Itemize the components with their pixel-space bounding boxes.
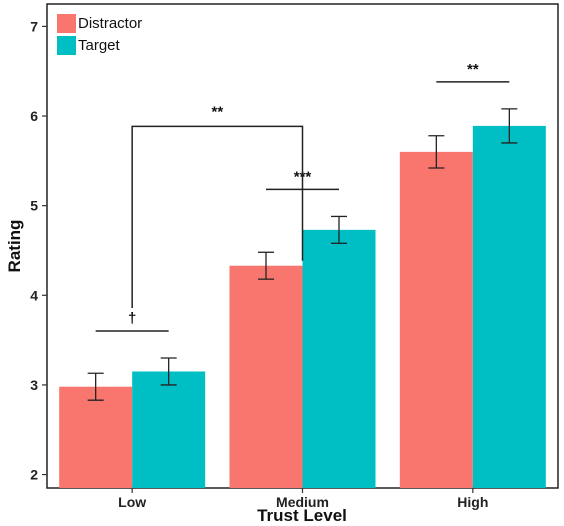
- x-axis: Low Medium High: [118, 488, 488, 510]
- y-axis: 2 3 4 5 6 7: [30, 18, 47, 483]
- legend-label: Distractor: [78, 15, 142, 32]
- error-bars: [87, 108, 518, 401]
- y-tick-label: 3: [30, 377, 38, 393]
- x-tick-label: Medium: [276, 494, 329, 510]
- bar: [472, 125, 546, 488]
- y-tick-label: 5: [30, 198, 38, 214]
- legend-swatch: [57, 36, 76, 55]
- bar: [399, 151, 473, 488]
- significance-label: **: [467, 61, 479, 78]
- legend: Distractor Target: [57, 14, 142, 55]
- x-tick-label: Low: [118, 494, 146, 510]
- bar: [59, 386, 133, 488]
- bars: [59, 125, 546, 488]
- bar: [229, 265, 303, 488]
- y-tick-label: 4: [30, 287, 38, 303]
- bar: [302, 229, 376, 488]
- significance-label: †: [128, 310, 136, 327]
- legend-swatch: [57, 14, 76, 33]
- x-tick-label: High: [457, 494, 488, 510]
- legend-label: Target: [78, 37, 121, 54]
- y-tick-label: 2: [30, 467, 38, 483]
- y-tick-label: 6: [30, 108, 38, 124]
- x-axis-title: Trust Level: [257, 506, 347, 525]
- significance-bracket: [131, 125, 304, 309]
- y-axis-title: Rating: [5, 220, 24, 273]
- bar: [132, 371, 206, 488]
- significance-annotations: †*******: [95, 61, 510, 332]
- significance-label: **: [211, 103, 223, 120]
- y-tick-label: 7: [30, 18, 38, 34]
